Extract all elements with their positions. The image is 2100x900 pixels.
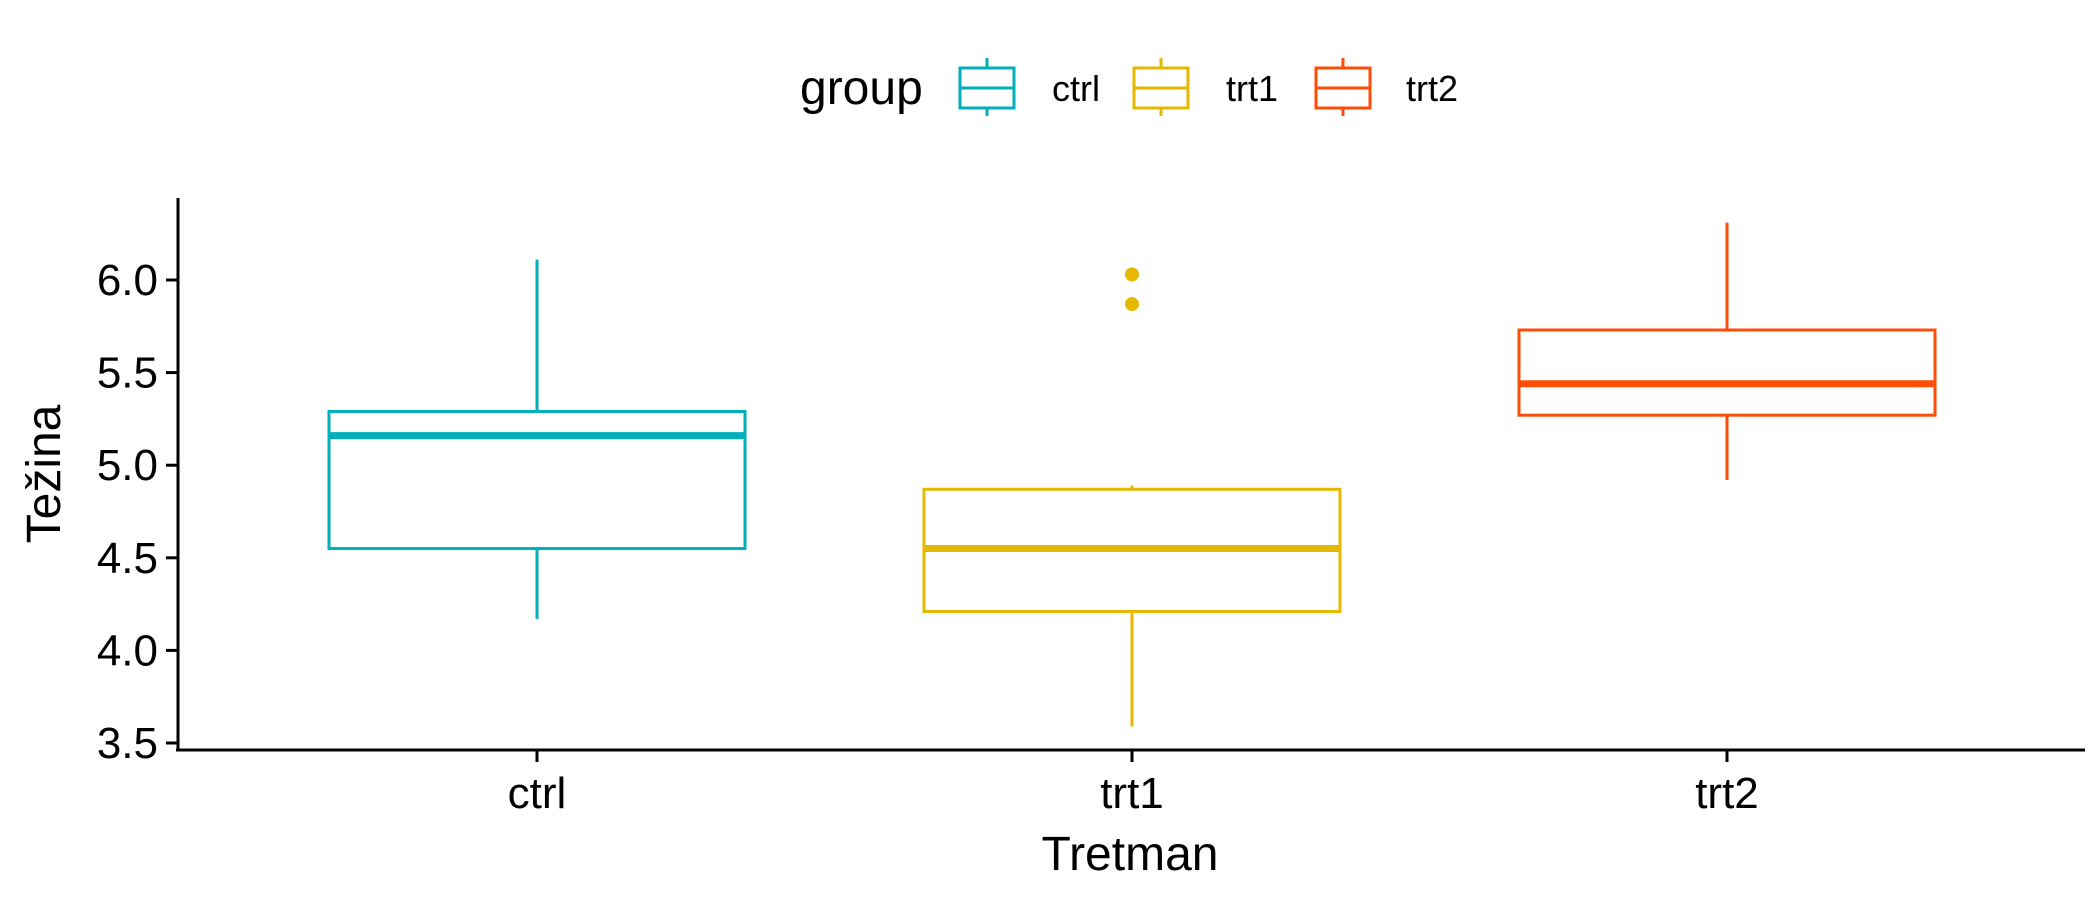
box-iqr — [327, 409, 747, 551]
legend-title: group — [800, 62, 923, 115]
y-axis-title: Težina — [18, 404, 71, 543]
box-ctrl — [327, 259, 747, 619]
legend-label: trt1 — [1226, 68, 1278, 109]
x-axis-ticks: ctrl trt1 trt2 — [508, 750, 1759, 818]
legend: group ctrl trt1 trt2 — [800, 58, 1458, 116]
legend-label: trt2 — [1406, 68, 1458, 109]
box-trt1 — [922, 267, 1342, 727]
legend-item-trt2: trt2 — [1314, 58, 1458, 116]
outlier-point — [1125, 267, 1139, 282]
y-tick-label: 5.5 — [97, 349, 158, 398]
box-iqr — [1517, 328, 1937, 417]
y-tick-label: 6.0 — [97, 256, 158, 305]
legend-label: ctrl — [1052, 68, 1100, 109]
outlier-point — [1125, 297, 1139, 312]
y-tick-label: 5.0 — [97, 441, 158, 490]
legend-item-ctrl: ctrl — [958, 58, 1100, 116]
legend-item-trt1: trt1 — [1132, 58, 1278, 116]
legend-items: ctrl trt1 trt2 — [958, 58, 1458, 116]
y-tick-label: 4.5 — [97, 534, 158, 583]
box-trt2 — [1517, 222, 1937, 481]
x-tick-label: ctrl — [508, 769, 567, 818]
x-tick-label: trt1 — [1100, 769, 1164, 818]
plot-area: 3.5 4.0 4.5 5.0 5.5 6.0 ctrl trt1 trt2 — [97, 198, 2085, 818]
x-axis-title: Tretman — [1042, 828, 1219, 881]
y-tick-label: 4.0 — [97, 626, 158, 675]
boxes — [327, 222, 1937, 727]
x-tick-label: trt2 — [1695, 769, 1759, 818]
y-axis-ticks: 3.5 4.0 4.5 5.0 5.5 6.0 — [97, 256, 178, 768]
y-tick-label: 3.5 — [97, 719, 158, 768]
